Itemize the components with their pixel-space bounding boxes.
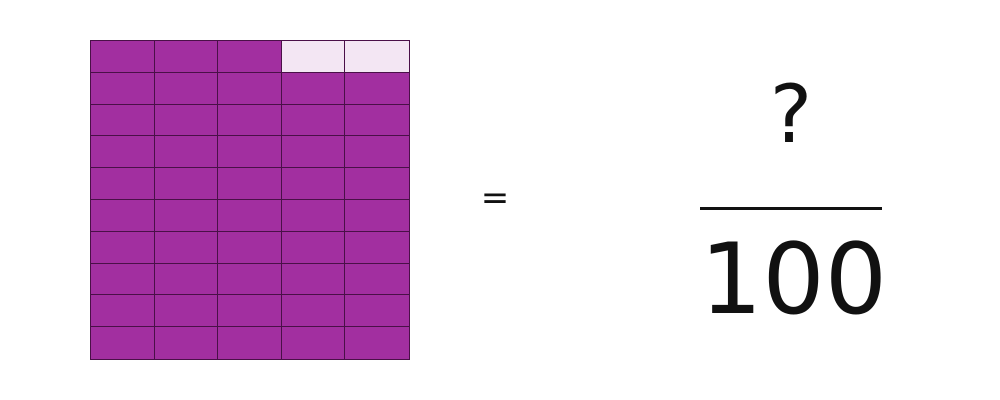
shaded-cell bbox=[218, 295, 282, 328]
shaded-cell bbox=[218, 231, 282, 264]
shaded-cell bbox=[281, 168, 346, 200]
shaded-cell bbox=[218, 72, 282, 105]
shaded-cell bbox=[154, 231, 219, 264]
shaded-cell bbox=[218, 199, 282, 232]
shaded-cell bbox=[345, 136, 409, 169]
shaded-cell bbox=[281, 295, 346, 328]
shaded-cell bbox=[345, 168, 409, 200]
shaded-cell bbox=[154, 327, 219, 359]
shaded-cell bbox=[91, 41, 155, 73]
shaded-cell bbox=[154, 41, 219, 73]
equals-sign: = bbox=[480, 178, 510, 218]
shaded-cell bbox=[91, 136, 155, 169]
shaded-cell bbox=[154, 136, 219, 169]
fraction-bar bbox=[700, 207, 882, 210]
shaded-cell bbox=[91, 168, 155, 200]
shaded-cell bbox=[345, 295, 409, 328]
shaded-cell bbox=[154, 72, 219, 105]
shaded-cell bbox=[281, 72, 346, 105]
shaded-cell bbox=[218, 104, 282, 137]
shaded-cell bbox=[281, 136, 346, 169]
unshaded-cell bbox=[345, 41, 409, 73]
shaded-cell bbox=[91, 263, 155, 296]
shaded-cell bbox=[218, 327, 282, 359]
shaded-cell bbox=[345, 72, 409, 105]
fraction: ? 100 bbox=[700, 60, 888, 340]
fraction-numerator: ? bbox=[769, 68, 813, 161]
shaded-cell bbox=[91, 231, 155, 264]
shaded-cell bbox=[345, 104, 409, 137]
shaded-cell bbox=[154, 104, 219, 137]
shaded-cell bbox=[91, 104, 155, 137]
shaded-cell bbox=[345, 199, 409, 232]
shaded-cell bbox=[91, 72, 155, 105]
shaded-cell bbox=[345, 327, 409, 359]
shaded-cell bbox=[154, 168, 219, 200]
shaded-cell bbox=[218, 168, 282, 200]
shaded-cell bbox=[154, 263, 219, 296]
shaded-cell bbox=[91, 327, 155, 359]
unshaded-cell bbox=[281, 41, 346, 73]
fraction-denominator: 100 bbox=[700, 223, 888, 337]
shaded-cell bbox=[154, 295, 219, 328]
shaded-cell bbox=[281, 104, 346, 137]
shaded-cell bbox=[218, 136, 282, 169]
shaded-cell bbox=[281, 231, 346, 264]
shaded-cell bbox=[345, 263, 409, 296]
shaded-cell bbox=[281, 327, 346, 359]
shaded-cell bbox=[91, 199, 155, 232]
shaded-cell bbox=[91, 295, 155, 328]
shaded-cell bbox=[218, 41, 282, 73]
shaded-cell bbox=[154, 199, 219, 232]
shaded-cell bbox=[345, 231, 409, 264]
shaded-cell bbox=[281, 199, 346, 232]
hundredths-grid bbox=[90, 40, 410, 360]
shaded-cell bbox=[218, 263, 282, 296]
shaded-cell bbox=[281, 263, 346, 296]
